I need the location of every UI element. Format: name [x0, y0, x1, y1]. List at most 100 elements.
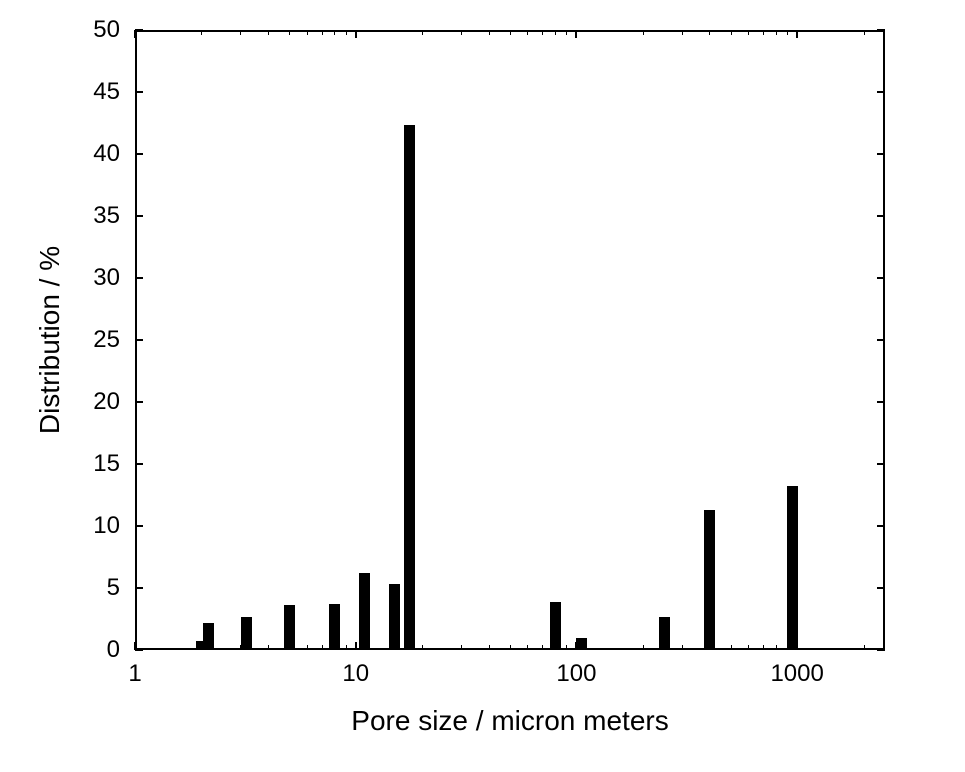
x-minor-tick: [709, 30, 710, 35]
x-minor-tick: [555, 30, 556, 35]
y-tick: [877, 339, 885, 341]
x-minor-tick: [346, 30, 347, 35]
x-minor-tick: [268, 30, 269, 35]
y-tick-label: 0: [80, 638, 120, 662]
y-tick: [135, 91, 143, 93]
x-minor-tick: [682, 645, 683, 650]
x-minor-tick: [566, 30, 567, 35]
x-tick: [134, 30, 136, 38]
x-minor-tick: [461, 30, 462, 35]
y-tick: [877, 277, 885, 279]
bar: [284, 605, 295, 650]
y-tick: [877, 153, 885, 155]
x-minor-tick: [322, 30, 323, 35]
y-tick: [135, 401, 143, 403]
x-minor-tick: [864, 30, 865, 35]
bar: [576, 638, 587, 650]
x-minor-tick: [289, 30, 290, 35]
x-minor-tick: [864, 645, 865, 650]
y-axis-title: Distribution / %: [34, 246, 66, 434]
y-tick: [135, 29, 143, 31]
x-minor-tick: [763, 30, 764, 35]
x-axis-title: Pore size / micron meters: [351, 705, 668, 737]
y-tick: [877, 401, 885, 403]
x-minor-tick: [422, 645, 423, 650]
x-minor-tick: [268, 645, 269, 650]
y-tick: [135, 339, 143, 341]
x-minor-tick: [682, 30, 683, 35]
y-tick-label: 30: [80, 266, 120, 290]
bar: [203, 623, 214, 650]
y-tick-label: 10: [80, 514, 120, 538]
bar: [787, 486, 798, 650]
x-tick-label: 10: [342, 662, 369, 686]
y-tick-label: 50: [80, 18, 120, 42]
x-minor-tick: [461, 645, 462, 650]
y-tick: [135, 277, 143, 279]
x-tick-label: 100: [556, 662, 596, 686]
x-minor-tick: [510, 30, 511, 35]
y-tick: [135, 587, 143, 589]
bar: [404, 125, 415, 650]
x-minor-tick: [527, 30, 528, 35]
bar: [389, 584, 400, 650]
x-minor-tick: [643, 645, 644, 650]
y-tick-label: 20: [80, 390, 120, 414]
bar: [659, 617, 670, 650]
x-tick: [355, 30, 357, 38]
y-tick-label: 5: [80, 576, 120, 600]
y-tick-label: 40: [80, 142, 120, 166]
x-minor-tick: [334, 30, 335, 35]
x-minor-tick: [776, 30, 777, 35]
x-minor-tick: [748, 645, 749, 650]
x-minor-tick: [643, 30, 644, 35]
x-minor-tick: [748, 30, 749, 35]
x-minor-tick: [542, 645, 543, 650]
x-minor-tick: [566, 645, 567, 650]
x-minor-tick: [776, 645, 777, 650]
y-tick-label: 25: [80, 328, 120, 352]
x-minor-tick: [201, 30, 202, 35]
y-tick: [877, 91, 885, 93]
bar: [329, 604, 340, 650]
x-tick-label: 1: [128, 662, 141, 686]
x-minor-tick: [731, 30, 732, 35]
y-tick: [877, 587, 885, 589]
y-tick: [135, 463, 143, 465]
x-minor-tick: [489, 30, 490, 35]
bar: [550, 602, 561, 650]
x-minor-tick: [527, 645, 528, 650]
y-tick-label: 45: [80, 80, 120, 104]
x-tick: [134, 642, 136, 650]
x-minor-tick: [763, 645, 764, 650]
x-tick: [796, 30, 798, 38]
x-minor-tick: [322, 645, 323, 650]
plot-area: [135, 30, 885, 650]
y-tick-label: 15: [80, 452, 120, 476]
y-tick: [877, 649, 885, 651]
x-minor-tick: [787, 30, 788, 35]
y-tick: [877, 29, 885, 31]
x-minor-tick: [489, 645, 490, 650]
x-minor-tick: [510, 645, 511, 650]
x-tick-label: 1000: [770, 662, 823, 686]
x-minor-tick: [307, 30, 308, 35]
bar: [241, 617, 252, 650]
y-tick: [877, 215, 885, 217]
x-minor-tick: [240, 30, 241, 35]
x-minor-tick: [731, 645, 732, 650]
bar: [704, 510, 715, 650]
x-minor-tick: [422, 30, 423, 35]
y-tick: [877, 525, 885, 527]
x-tick: [355, 642, 357, 650]
x-minor-tick: [346, 645, 347, 650]
y-tick-label: 35: [80, 204, 120, 228]
y-tick: [135, 153, 143, 155]
x-tick: [575, 30, 577, 38]
y-tick: [135, 525, 143, 527]
y-tick: [135, 649, 143, 651]
chart-container: Distribution / % Pore size / micron mete…: [0, 0, 965, 772]
x-minor-tick: [307, 645, 308, 650]
y-tick: [135, 215, 143, 217]
bar: [359, 573, 370, 650]
